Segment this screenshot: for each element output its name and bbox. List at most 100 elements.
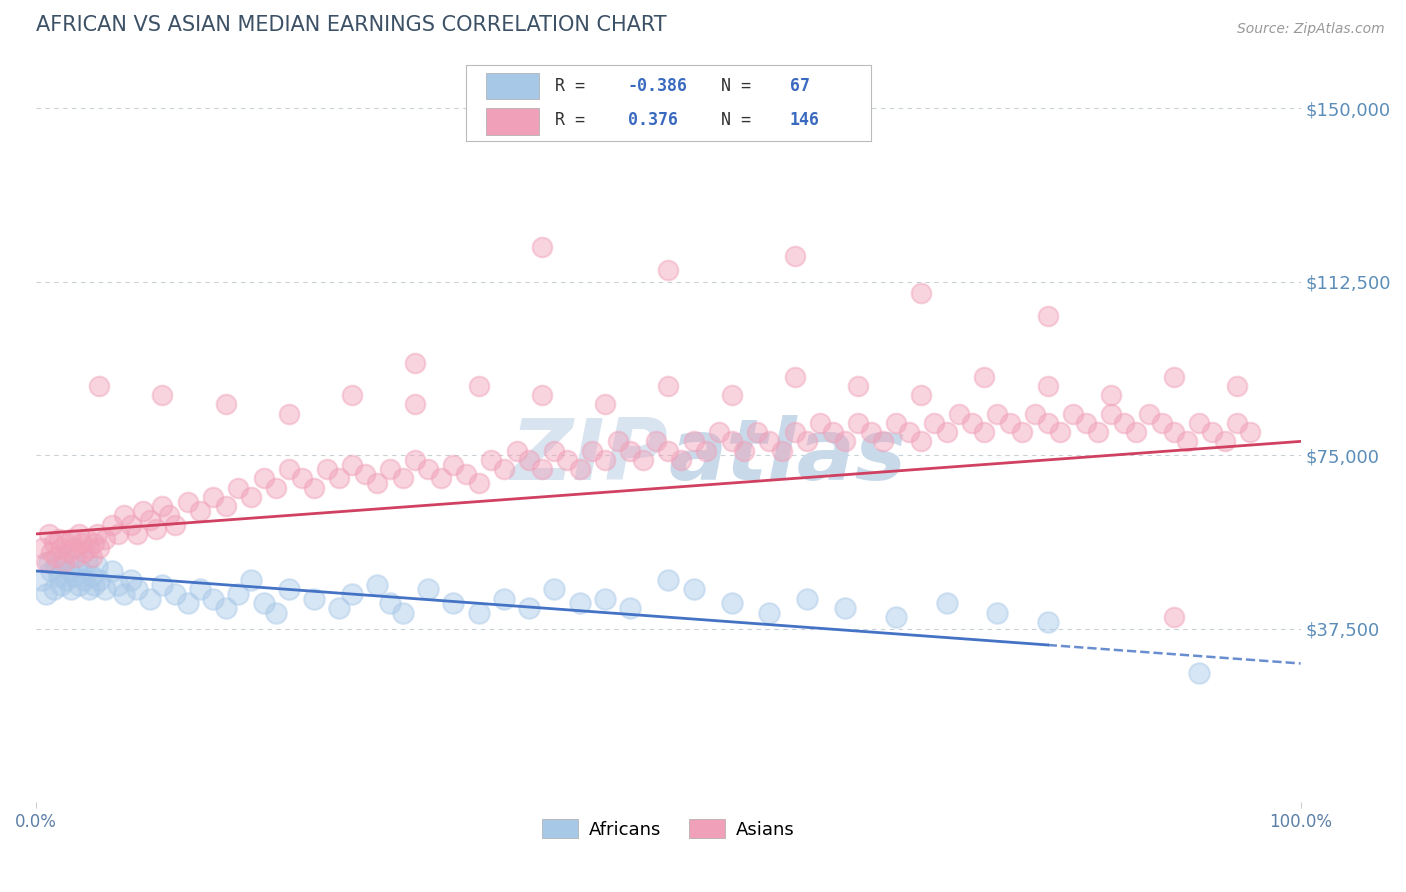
Asians xyxy=(1188,416,1211,430)
Asians xyxy=(897,425,920,439)
Asians xyxy=(31,541,53,555)
Asians xyxy=(593,453,616,467)
Africans xyxy=(45,559,67,574)
Asians xyxy=(201,490,224,504)
Asians xyxy=(568,462,591,476)
Asians xyxy=(114,508,136,523)
Asians xyxy=(1226,379,1249,393)
Asians xyxy=(165,517,187,532)
Africans xyxy=(139,591,162,606)
Asians xyxy=(1036,379,1059,393)
Africans xyxy=(63,568,86,582)
Asians xyxy=(859,425,882,439)
Asians xyxy=(467,379,489,393)
Asians xyxy=(619,443,641,458)
Asians xyxy=(290,471,312,485)
Asians xyxy=(758,434,780,449)
Africans xyxy=(543,582,565,597)
Africans xyxy=(467,606,489,620)
Asians xyxy=(152,388,174,402)
Asians xyxy=(631,453,654,467)
Asians xyxy=(80,550,103,565)
Asians xyxy=(821,425,844,439)
Africans xyxy=(89,573,111,587)
Africans xyxy=(657,573,679,587)
Africans xyxy=(391,606,413,620)
Asians xyxy=(145,522,167,536)
Asians xyxy=(960,416,983,430)
Africans xyxy=(67,578,90,592)
Africans xyxy=(593,591,616,606)
Asians xyxy=(83,536,105,550)
Africans xyxy=(568,596,591,610)
Africans xyxy=(52,550,75,565)
Asians xyxy=(555,453,578,467)
Asians xyxy=(910,434,932,449)
Asians xyxy=(644,434,666,449)
Africans xyxy=(107,578,129,592)
Africans xyxy=(114,587,136,601)
Asians xyxy=(922,416,945,430)
Africans xyxy=(252,596,274,610)
Africans xyxy=(65,559,87,574)
Text: Source: ZipAtlas.com: Source: ZipAtlas.com xyxy=(1237,22,1385,37)
Asians xyxy=(948,407,970,421)
Asians xyxy=(1163,369,1185,384)
Asians xyxy=(120,517,142,532)
Africans xyxy=(51,578,73,592)
Asians xyxy=(783,425,806,439)
Africans xyxy=(239,573,262,587)
Asians xyxy=(76,532,98,546)
Asians xyxy=(58,545,80,559)
Asians xyxy=(986,407,1008,421)
Asians xyxy=(45,550,67,565)
Africans xyxy=(94,582,117,597)
Asians xyxy=(682,434,704,449)
Asians xyxy=(157,508,180,523)
Text: atlas: atlas xyxy=(668,415,907,498)
Asians xyxy=(1087,425,1109,439)
Asians xyxy=(353,467,375,481)
Asians xyxy=(264,481,287,495)
Asians xyxy=(139,513,162,527)
Asians xyxy=(720,388,742,402)
Asians xyxy=(1036,310,1059,324)
Asians xyxy=(669,453,692,467)
Asians xyxy=(214,499,236,513)
Africans xyxy=(55,573,77,587)
Asians xyxy=(35,555,58,569)
Africans xyxy=(70,564,93,578)
Africans xyxy=(720,596,742,610)
Asians xyxy=(302,481,325,495)
Asians xyxy=(73,545,96,559)
Asians xyxy=(51,541,73,555)
Asians xyxy=(152,499,174,513)
Africans xyxy=(416,582,439,597)
Asians xyxy=(94,532,117,546)
Asians xyxy=(1226,416,1249,430)
Asians xyxy=(1175,434,1198,449)
Asians xyxy=(391,471,413,485)
Asians xyxy=(404,453,426,467)
Asians xyxy=(846,416,869,430)
Africans xyxy=(86,559,108,574)
Asians xyxy=(86,527,108,541)
Asians xyxy=(404,397,426,411)
Africans xyxy=(120,573,142,587)
Asians xyxy=(530,240,553,254)
Africans xyxy=(277,582,299,597)
Asians xyxy=(1112,416,1135,430)
Asians xyxy=(252,471,274,485)
Asians xyxy=(1163,425,1185,439)
Africans xyxy=(619,601,641,615)
Africans xyxy=(42,582,65,597)
Text: AFRICAN VS ASIAN MEDIAN EARNINGS CORRELATION CHART: AFRICAN VS ASIAN MEDIAN EARNINGS CORRELA… xyxy=(37,15,666,35)
Asians xyxy=(277,462,299,476)
Africans xyxy=(80,568,103,582)
Asians xyxy=(1163,610,1185,624)
Africans xyxy=(884,610,907,624)
Asians xyxy=(935,425,957,439)
Asians xyxy=(783,369,806,384)
Africans xyxy=(302,591,325,606)
Asians xyxy=(1011,425,1033,439)
